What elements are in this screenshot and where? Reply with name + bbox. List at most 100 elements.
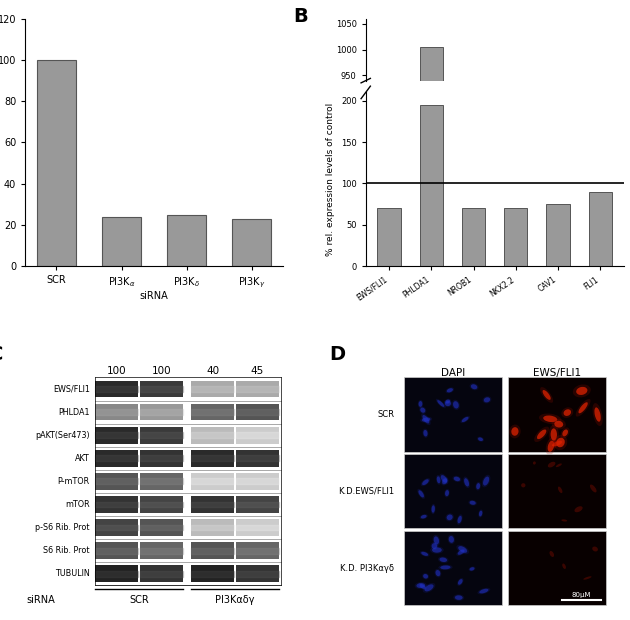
Text: pAKT(Ser473): pAKT(Ser473) (35, 431, 89, 440)
Ellipse shape (423, 574, 428, 578)
Ellipse shape (432, 505, 435, 513)
Ellipse shape (573, 384, 591, 397)
Ellipse shape (558, 487, 563, 493)
Ellipse shape (477, 436, 484, 442)
Ellipse shape (420, 551, 430, 557)
Ellipse shape (435, 570, 440, 576)
Text: 100: 100 (152, 366, 171, 376)
Ellipse shape (583, 576, 592, 580)
Ellipse shape (420, 514, 428, 519)
Ellipse shape (479, 511, 483, 516)
Bar (95, 542, 139, 559)
Ellipse shape (423, 428, 428, 438)
Ellipse shape (430, 546, 444, 554)
Bar (236, 404, 279, 420)
Ellipse shape (438, 565, 452, 570)
Bar (404, 454, 503, 528)
Ellipse shape (469, 383, 479, 390)
Bar (140, 404, 183, 420)
Ellipse shape (416, 583, 425, 588)
Bar (236, 496, 279, 513)
Ellipse shape (562, 564, 566, 569)
Ellipse shape (479, 589, 488, 593)
Bar (95, 565, 139, 582)
Ellipse shape (457, 516, 462, 523)
Ellipse shape (593, 403, 603, 426)
Ellipse shape (425, 584, 433, 591)
Ellipse shape (418, 401, 422, 407)
Ellipse shape (435, 569, 442, 577)
Ellipse shape (440, 474, 449, 484)
Ellipse shape (442, 478, 447, 484)
Bar (236, 565, 279, 582)
Ellipse shape (561, 407, 573, 418)
Bar (377, 208, 401, 266)
Bar (588, 192, 612, 266)
Bar (140, 473, 183, 490)
Text: TUBULIN: TUBULIN (55, 569, 89, 578)
Bar (191, 542, 234, 559)
Ellipse shape (445, 388, 454, 393)
Ellipse shape (476, 483, 480, 489)
Ellipse shape (471, 384, 478, 389)
Bar (236, 450, 279, 467)
Ellipse shape (576, 387, 587, 395)
Ellipse shape (512, 427, 518, 436)
Bar (140, 542, 183, 559)
Ellipse shape (483, 477, 489, 485)
Ellipse shape (447, 515, 453, 520)
Ellipse shape (423, 583, 435, 593)
Ellipse shape (447, 388, 453, 392)
Text: SCR: SCR (129, 595, 149, 605)
Ellipse shape (445, 401, 451, 406)
Ellipse shape (592, 547, 598, 551)
Ellipse shape (420, 584, 426, 589)
Ellipse shape (464, 478, 469, 487)
Ellipse shape (448, 534, 455, 544)
Ellipse shape (556, 438, 564, 447)
Text: 100: 100 (107, 366, 127, 376)
Ellipse shape (552, 418, 566, 430)
Ellipse shape (423, 415, 429, 423)
Ellipse shape (415, 582, 427, 589)
Ellipse shape (444, 489, 450, 497)
Bar (95, 496, 139, 513)
Bar (140, 450, 183, 467)
Ellipse shape (554, 421, 563, 428)
Ellipse shape (422, 479, 429, 485)
Ellipse shape (564, 409, 571, 416)
Ellipse shape (457, 515, 462, 525)
Ellipse shape (441, 475, 447, 483)
Ellipse shape (452, 400, 460, 410)
Ellipse shape (578, 402, 588, 414)
Ellipse shape (437, 476, 440, 484)
Ellipse shape (551, 428, 557, 441)
Ellipse shape (455, 595, 462, 600)
Ellipse shape (476, 482, 481, 490)
Text: SCR: SCR (377, 410, 394, 419)
Ellipse shape (521, 483, 525, 487)
Bar (462, 208, 485, 266)
Ellipse shape (590, 485, 597, 492)
Bar (191, 520, 234, 536)
Ellipse shape (433, 535, 440, 546)
Ellipse shape (436, 399, 446, 408)
Bar (140, 427, 183, 443)
Text: K.D.EWS/FLI1: K.D.EWS/FLI1 (338, 487, 394, 496)
Ellipse shape (458, 549, 464, 555)
Bar (236, 381, 279, 397)
Bar (236, 473, 279, 490)
Ellipse shape (440, 565, 450, 569)
Bar (508, 531, 605, 605)
Ellipse shape (469, 567, 474, 570)
Bar (95, 473, 139, 490)
Ellipse shape (420, 407, 427, 414)
Text: 45: 45 (251, 366, 264, 376)
Ellipse shape (478, 437, 483, 441)
Text: B: B (294, 7, 308, 27)
Ellipse shape (441, 477, 449, 485)
Ellipse shape (540, 387, 553, 403)
Y-axis label: % rel. expression levels of control: % rel. expression levels of control (326, 103, 335, 256)
Bar (420, 105, 443, 266)
Text: AKT: AKT (75, 454, 89, 463)
